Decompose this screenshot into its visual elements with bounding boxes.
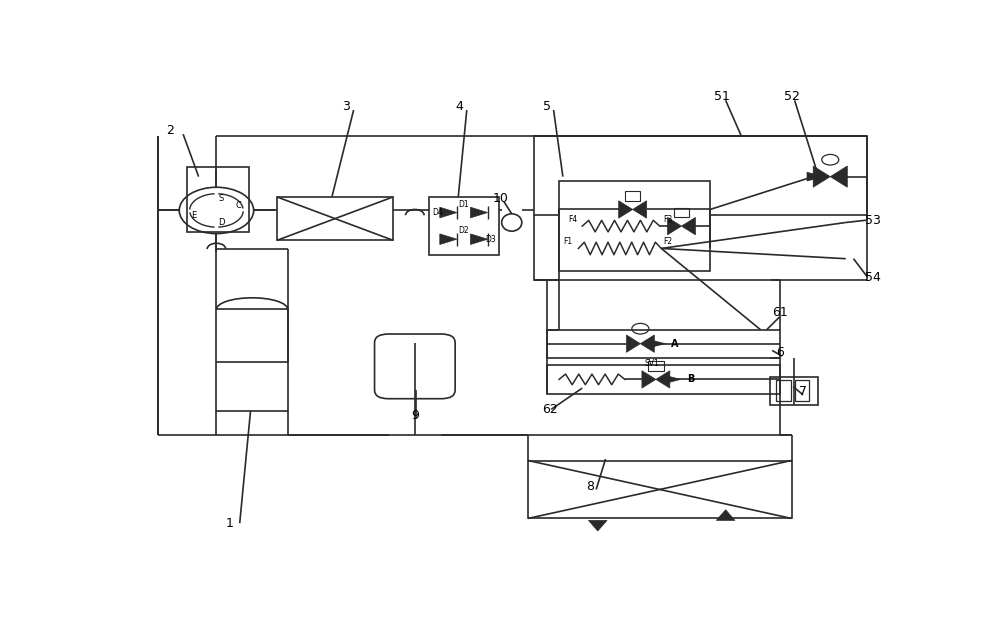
Polygon shape xyxy=(668,218,681,234)
Polygon shape xyxy=(648,339,665,348)
Polygon shape xyxy=(640,335,654,352)
Bar xyxy=(770,376,818,404)
Text: 53: 53 xyxy=(865,214,881,226)
Bar xyxy=(795,381,809,401)
Text: D4: D4 xyxy=(432,208,443,217)
Bar xyxy=(674,208,689,218)
Text: 6: 6 xyxy=(776,346,784,359)
Polygon shape xyxy=(626,335,640,352)
Bar xyxy=(776,381,791,401)
Text: B: B xyxy=(687,374,694,384)
Polygon shape xyxy=(619,201,633,218)
Bar xyxy=(625,191,640,201)
Bar xyxy=(547,365,780,394)
Polygon shape xyxy=(588,520,607,531)
Polygon shape xyxy=(470,234,488,245)
Text: D2: D2 xyxy=(458,226,469,235)
Text: 5: 5 xyxy=(543,100,551,113)
Bar xyxy=(559,181,710,271)
Text: 10: 10 xyxy=(493,192,509,205)
Text: E: E xyxy=(192,211,197,219)
Text: F3: F3 xyxy=(664,214,673,224)
Polygon shape xyxy=(440,234,457,245)
Text: SV1: SV1 xyxy=(645,359,659,368)
Text: 54: 54 xyxy=(865,270,881,283)
Bar xyxy=(187,167,249,232)
Text: C: C xyxy=(235,201,241,210)
Text: 3: 3 xyxy=(342,100,350,113)
Text: 4: 4 xyxy=(456,100,464,113)
Polygon shape xyxy=(716,510,735,520)
Text: 52: 52 xyxy=(784,90,799,103)
Bar xyxy=(216,309,288,411)
Text: F4: F4 xyxy=(568,214,578,224)
Text: 51: 51 xyxy=(714,90,730,103)
Polygon shape xyxy=(470,208,488,218)
Text: 9: 9 xyxy=(411,409,419,422)
Text: F1: F1 xyxy=(563,237,572,246)
Bar xyxy=(277,197,393,240)
Polygon shape xyxy=(830,166,847,187)
Text: D: D xyxy=(218,218,224,227)
Bar xyxy=(534,135,867,280)
Text: 1: 1 xyxy=(226,517,234,530)
Polygon shape xyxy=(664,375,681,384)
Text: 61: 61 xyxy=(772,306,788,319)
Text: 8: 8 xyxy=(586,480,594,493)
Text: S: S xyxy=(218,194,224,203)
Text: F2: F2 xyxy=(664,237,673,246)
Text: 2: 2 xyxy=(166,124,174,137)
Polygon shape xyxy=(642,371,656,388)
Polygon shape xyxy=(813,166,830,187)
Text: A: A xyxy=(671,339,679,349)
Polygon shape xyxy=(807,172,824,181)
Bar xyxy=(648,361,664,371)
Bar xyxy=(528,460,792,519)
Polygon shape xyxy=(656,371,670,388)
Text: 7: 7 xyxy=(799,385,807,398)
Polygon shape xyxy=(440,208,457,218)
Text: D1: D1 xyxy=(458,199,469,209)
Polygon shape xyxy=(681,218,695,234)
Text: D3: D3 xyxy=(485,234,496,244)
Bar xyxy=(429,197,499,255)
Text: 62: 62 xyxy=(542,403,558,416)
Bar xyxy=(547,330,780,357)
Polygon shape xyxy=(633,201,647,218)
